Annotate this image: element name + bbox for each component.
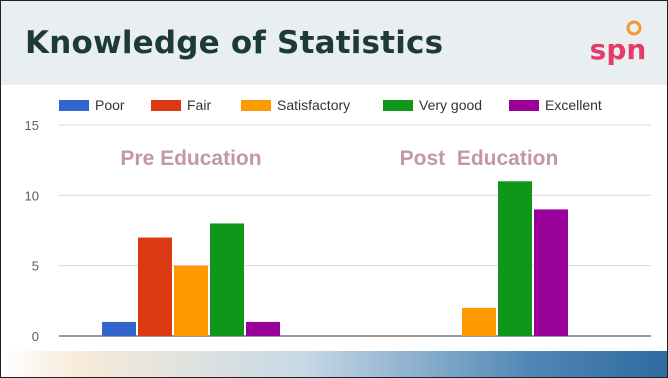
- bar-chart: 0 5 10 15 Pre Education Post Education Poor Fai…: [25, 97, 651, 344]
- logo-text: spn: [590, 33, 647, 65]
- bar: [174, 265, 208, 336]
- bar: [102, 321, 136, 336]
- legend-label: Poor: [95, 97, 125, 113]
- bar: [246, 321, 280, 336]
- legend-swatch: [383, 100, 413, 111]
- legend-swatch: [509, 100, 539, 111]
- legend-swatch: [241, 100, 271, 111]
- group-label: Post Education: [400, 147, 559, 170]
- bar: [210, 223, 244, 336]
- group-label-background: [379, 145, 579, 173]
- spn-logo: spn: [590, 20, 647, 65]
- bar: [138, 237, 172, 336]
- slide-title: Knowledge of Statistics: [25, 25, 444, 61]
- slide-header: Knowledge of Statistics spn: [1, 1, 667, 85]
- legend-label: Excellent: [545, 97, 602, 113]
- bar: [534, 209, 568, 336]
- y-tick-label: 5: [32, 259, 39, 274]
- y-tick-label: 10: [25, 188, 39, 203]
- group-label: Pre Education: [120, 147, 261, 170]
- bar: [462, 307, 496, 336]
- legend-swatch: [59, 100, 89, 111]
- bar: [498, 181, 532, 336]
- legend-label: Satisfactory: [277, 97, 350, 113]
- legend-label: Fair: [187, 97, 211, 113]
- group-label-background: [91, 145, 291, 173]
- legend-label: Very good: [419, 97, 482, 113]
- footer-gradient-bar: [1, 351, 667, 377]
- y-tick-label: 0: [32, 329, 39, 344]
- y-tick-label: 15: [25, 118, 39, 133]
- legend-swatch: [151, 100, 181, 111]
